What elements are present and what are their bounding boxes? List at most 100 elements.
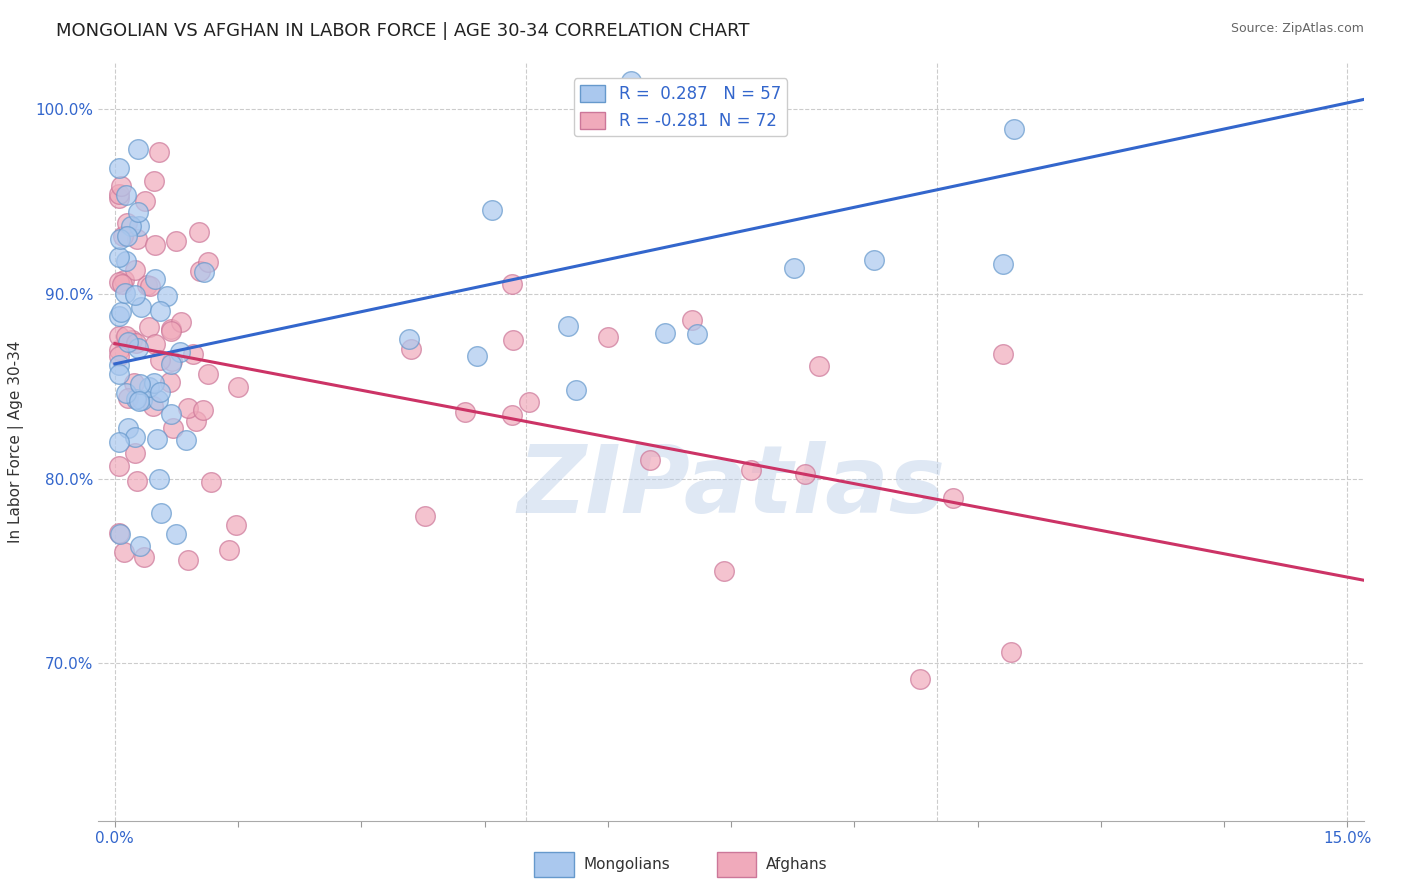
Point (111, 229, 134, 244)
Point (117, 391, 139, 405)
Point (115, 253, 138, 268)
Point (128, 219, 150, 233)
Point (108, 368, 131, 382)
Point (117, 420, 139, 434)
Point (200, 475, 222, 490)
Point (413, 508, 436, 523)
Point (399, 342, 422, 356)
Point (654, 326, 676, 340)
Point (156, 289, 179, 303)
Point (686, 327, 709, 342)
Point (148, 145, 170, 160)
Point (129, 376, 152, 391)
Point (129, 539, 152, 553)
Text: Source: ZipAtlas.com: Source: ZipAtlas.com (1230, 22, 1364, 36)
Point (115, 216, 138, 230)
Point (143, 272, 166, 286)
Point (681, 312, 703, 326)
Point (598, 330, 620, 344)
Point (169, 344, 191, 359)
Point (620, 74, 643, 88)
Point (139, 279, 162, 293)
Point (228, 380, 250, 394)
Point (160, 353, 183, 368)
Point (640, 453, 662, 467)
Point (125, 392, 148, 407)
Point (1002, 122, 1025, 136)
Point (138, 380, 160, 394)
Point (108, 191, 131, 205)
Point (124, 288, 146, 302)
Point (108, 343, 131, 358)
Point (110, 178, 132, 193)
Point (122, 376, 145, 390)
Point (177, 401, 200, 415)
Point (124, 446, 146, 460)
Point (136, 277, 159, 292)
Point (127, 142, 149, 156)
Point (132, 549, 155, 564)
Point (165, 235, 187, 249)
Point (794, 467, 817, 482)
Point (174, 433, 197, 447)
Point (808, 359, 831, 373)
Point (502, 333, 524, 347)
Point (114, 385, 136, 400)
Point (115, 329, 138, 343)
Point (149, 506, 172, 520)
Point (127, 205, 149, 219)
Point (125, 475, 148, 489)
Point (125, 336, 148, 351)
Point (148, 353, 170, 368)
Text: ZIPatlas: ZIPatlas (517, 441, 945, 533)
Point (124, 263, 146, 277)
Point (941, 491, 963, 506)
Point (142, 376, 165, 391)
Point (783, 260, 806, 275)
Point (517, 395, 540, 409)
Point (148, 472, 170, 486)
Text: MONGOLIAN VS AFGHAN IN LABOR FORCE | AGE 30-34 CORRELATION CHART: MONGOLIAN VS AFGHAN IN LABOR FORCE | AGE… (56, 22, 749, 40)
Point (112, 545, 135, 559)
Point (108, 187, 131, 202)
Point (184, 414, 207, 428)
Point (188, 264, 211, 278)
Point (108, 526, 131, 541)
Point (108, 358, 131, 372)
Point (112, 273, 135, 287)
Point (160, 322, 183, 336)
Point (740, 463, 762, 477)
Point (138, 320, 160, 334)
Point (188, 225, 211, 239)
Point (160, 407, 183, 421)
Point (108, 275, 131, 289)
Point (117, 335, 139, 350)
Point (862, 252, 884, 267)
Point (129, 300, 152, 314)
Point (108, 310, 131, 324)
Point (146, 392, 169, 407)
Point (565, 383, 588, 397)
Point (1000, 645, 1022, 659)
Point (165, 527, 187, 541)
Point (193, 265, 215, 279)
Point (134, 194, 156, 208)
Point (108, 250, 131, 264)
Point (128, 394, 150, 409)
Point (108, 161, 131, 175)
Point (993, 257, 1015, 271)
Point (465, 349, 488, 363)
Point (501, 277, 523, 292)
Point (131, 393, 153, 408)
Point (124, 430, 146, 444)
Point (501, 408, 523, 422)
Point (398, 333, 420, 347)
Point (225, 517, 247, 532)
Point (114, 285, 136, 300)
Legend: R =  0.287   N = 57, R = -0.281  N = 72: R = 0.287 N = 57, R = -0.281 N = 72 (574, 78, 787, 136)
Text: Afghans: Afghans (766, 857, 828, 871)
Point (141, 399, 163, 413)
Point (177, 553, 200, 567)
Point (149, 384, 172, 399)
Point (110, 305, 132, 319)
